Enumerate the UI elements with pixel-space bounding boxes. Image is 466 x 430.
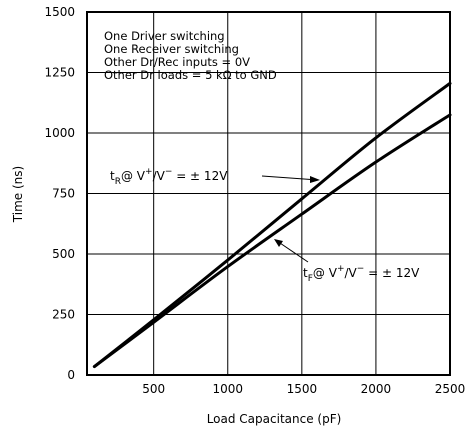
- x-tick-label: 500: [142, 382, 165, 396]
- x-tick-label: 1500: [287, 382, 318, 396]
- condition-line-1: One Driver switching: [104, 29, 225, 43]
- y-tick-label: 500: [52, 247, 75, 261]
- y-tick-label: 1250: [44, 66, 75, 80]
- y-tick-label: 750: [52, 187, 75, 201]
- condition-line-4: Other Dr loads = 5 kΩ to GND: [104, 68, 277, 82]
- y-tick-label: 1000: [44, 126, 75, 140]
- x-axis-title: Load Capacitance (pF): [207, 412, 342, 426]
- annotation-fall: tF@ V+/V− = ± 12V: [274, 239, 420, 284]
- x-tick-label: 1000: [212, 382, 243, 396]
- series-line-fall-time: [92, 113, 452, 369]
- x-tick-label: 2500: [435, 382, 466, 396]
- plot-frame: [86, 11, 451, 376]
- tick-labels: 500 1000 1500 2000 2500 0 250 500 750 1000 1250 150…: [44, 5, 465, 396]
- annotation-fall-label: tF@ V+/V− = ± 12V: [303, 264, 420, 284]
- condition-line-2: One Receiver switching: [104, 42, 239, 56]
- annotation-fall-leader: [276, 240, 309, 263]
- annotation-rise-label: tR@ V+/V− = ± 12V: [110, 167, 228, 187]
- annotation-rise-leader: [261, 175, 319, 181]
- series-lines: [92, 81, 452, 369]
- condition-line-3: Other Dr/Rec inputs = 0V: [104, 55, 250, 69]
- annotation-fall-arrowhead: [274, 239, 283, 247]
- grid: [87, 12, 450, 375]
- y-tick-label: 250: [52, 308, 75, 322]
- conditions-note: One Driver switching One Receiver switch…: [104, 29, 277, 82]
- x-tick-label: 2000: [361, 382, 392, 396]
- annotation-rise-arrowhead: [310, 176, 320, 183]
- y-tick-label: 0: [67, 368, 75, 382]
- series-line-rise-time: [92, 81, 452, 369]
- y-tick-label: 1500: [44, 5, 75, 19]
- y-axis-title: Time (ns): [11, 166, 25, 223]
- annotation-rise: tR@ V+/V− = ± 12V: [110, 167, 320, 187]
